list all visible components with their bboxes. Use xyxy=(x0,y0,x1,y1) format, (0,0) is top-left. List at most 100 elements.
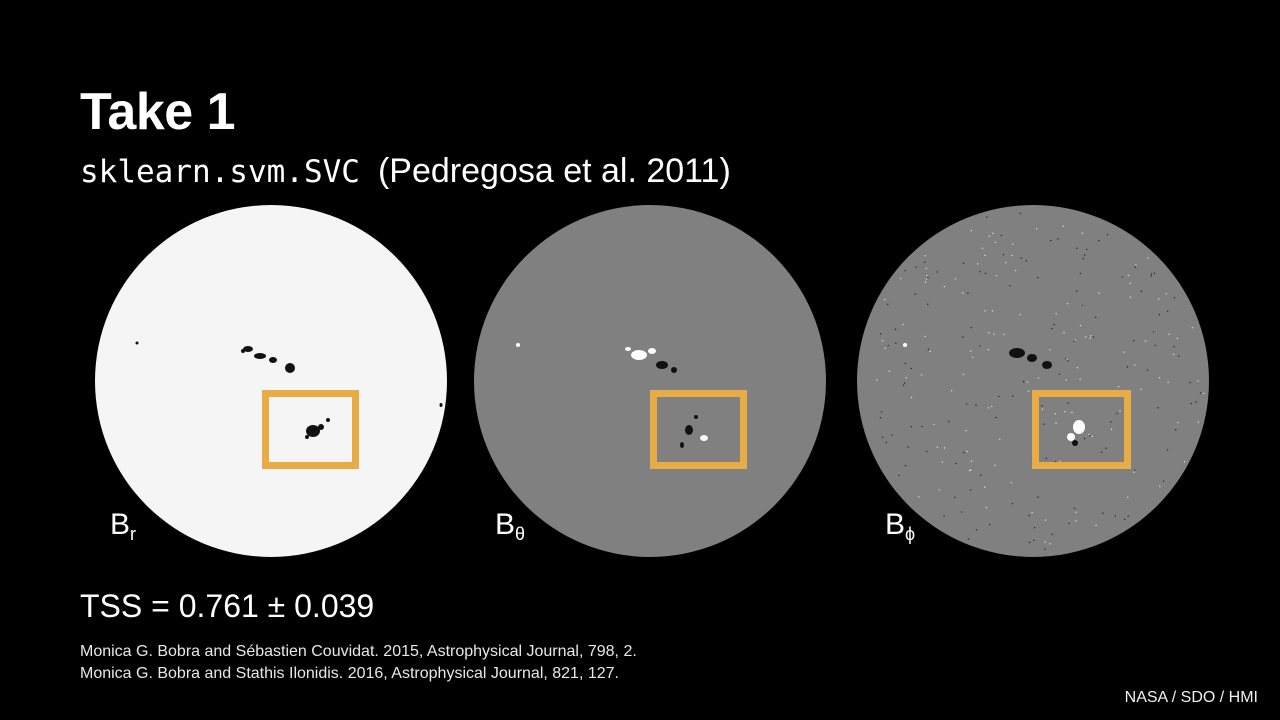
noise-speckle xyxy=(902,323,904,326)
noise-speckle xyxy=(910,367,913,370)
noise-speckle xyxy=(1050,240,1052,242)
noise-speckle xyxy=(1063,331,1065,334)
noise-speckle xyxy=(927,303,929,305)
noise-speckle xyxy=(1098,292,1100,294)
br-label-sub: r xyxy=(130,524,137,544)
noise-speckle xyxy=(954,496,956,499)
noise-speckle xyxy=(1095,524,1097,526)
noise-speckle xyxy=(920,374,923,376)
br-solar-disk-image xyxy=(95,205,447,557)
noise-speckle xyxy=(1173,297,1176,299)
noise-speckle xyxy=(1011,503,1014,505)
noise-speckle xyxy=(927,348,930,351)
noise-speckle xyxy=(1014,269,1017,272)
noise-speckle xyxy=(1132,340,1135,342)
noise-speckle xyxy=(895,342,897,344)
noise-speckle xyxy=(1037,377,1040,379)
image-credit: NASA / SDO / HMI xyxy=(1124,689,1258,706)
noise-speckle xyxy=(1055,422,1057,424)
btheta-sunspot-speckles xyxy=(516,343,708,448)
noise-speckle xyxy=(1110,428,1113,431)
noise-speckle xyxy=(1162,480,1165,482)
noise-speckle xyxy=(924,335,926,338)
noise-speckle xyxy=(1036,276,1039,279)
noise-speckle xyxy=(1116,412,1118,415)
noise-speckle xyxy=(1114,515,1116,517)
noise-speckle xyxy=(1157,298,1160,300)
noise-speckle xyxy=(1152,331,1155,333)
noise-speckle xyxy=(970,460,973,462)
noise-speckle xyxy=(1055,313,1057,315)
noise-speckle xyxy=(1147,257,1149,259)
noise-speckle xyxy=(1127,515,1129,518)
noise-speckle xyxy=(1067,360,1069,362)
noise-speckle xyxy=(1172,353,1175,356)
noise-speckle xyxy=(967,538,970,540)
btheta-solar-disk-image xyxy=(474,205,826,557)
noise-speckle xyxy=(1197,380,1199,382)
noise-speckle xyxy=(1062,225,1065,227)
noise-speckle xyxy=(1129,282,1132,284)
noise-speckle xyxy=(1033,539,1035,541)
noise-speckle xyxy=(1133,471,1135,473)
noise-speckle xyxy=(936,446,939,448)
noise-speckle xyxy=(1117,385,1120,388)
noise-speckle xyxy=(1073,340,1075,342)
noise-speckle xyxy=(925,450,928,453)
noise-speckle xyxy=(1009,285,1011,287)
noise-speckle xyxy=(998,395,1000,398)
noise-speckle xyxy=(1064,411,1066,413)
noise-speckle xyxy=(1082,257,1084,260)
noise-speckle xyxy=(1054,413,1057,415)
noise-speckle xyxy=(904,269,906,272)
noise-speckle xyxy=(888,370,891,372)
noise-speckle xyxy=(985,506,988,509)
noise-speckle xyxy=(924,281,927,283)
noise-speckle xyxy=(876,379,878,381)
noise-speckle xyxy=(970,229,972,232)
subtitle-citation: (Pedregosa et al. 2011) xyxy=(377,152,731,190)
noise-speckle xyxy=(1167,381,1169,384)
noise-speckle xyxy=(1010,481,1012,484)
noise-speckle xyxy=(984,310,986,312)
noise-speckle xyxy=(1092,336,1095,338)
noise-speckle xyxy=(991,405,993,408)
noise-speckle xyxy=(981,247,984,249)
noise-speckle xyxy=(1178,355,1180,357)
noise-speckle xyxy=(1083,437,1086,440)
noise-speckle xyxy=(1075,520,1077,522)
noise-speckle xyxy=(910,396,913,399)
noise-speckle xyxy=(1110,421,1112,423)
noise-speckle xyxy=(1065,358,1067,360)
noise-speckle xyxy=(962,292,964,294)
noise-speckle xyxy=(1041,408,1044,410)
noise-speckle xyxy=(924,261,926,263)
noise-speckle xyxy=(885,441,888,444)
noise-speckle xyxy=(995,274,998,277)
noise-speckle xyxy=(1044,548,1046,550)
noise-speckle xyxy=(1146,369,1149,371)
noise-speckle xyxy=(905,377,907,379)
noise-speckle xyxy=(1011,254,1013,257)
noise-speckle xyxy=(1085,336,1087,338)
noise-speckle xyxy=(976,263,979,265)
slide-title: Take 1 xyxy=(80,83,236,141)
noise-speckle xyxy=(980,474,982,476)
noise-speckle xyxy=(1098,239,1100,242)
noise-speckle xyxy=(943,515,945,517)
noise-speckle xyxy=(975,529,978,531)
noise-speckle xyxy=(948,420,950,423)
noise-speckle xyxy=(936,271,938,273)
noise-speckle xyxy=(975,404,977,407)
noise-speckle xyxy=(902,384,905,386)
noise-speckle xyxy=(1168,333,1170,335)
noise-speckle xyxy=(1037,496,1039,498)
bphi-label-main: B xyxy=(885,508,906,541)
noise-speckle xyxy=(927,276,929,279)
noise-speckle xyxy=(1197,421,1200,423)
noise-speckle xyxy=(992,232,994,235)
noise-speckle xyxy=(991,310,994,312)
noise-speckle xyxy=(915,266,917,268)
noise-speckle xyxy=(1053,323,1055,326)
noise-speckle xyxy=(1176,337,1178,340)
